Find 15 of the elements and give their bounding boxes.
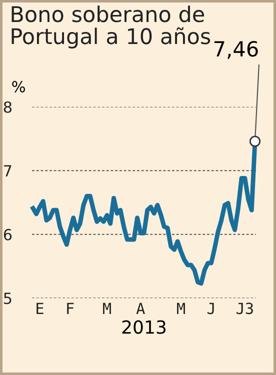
chart-title: Bono soberano de Portugal a 10 años bbox=[12, 6, 210, 48]
y-tick-label: 5 bbox=[4, 292, 12, 304]
x-tick-label: M bbox=[103, 302, 111, 314]
x-tick-label: F bbox=[67, 302, 74, 314]
x-tick-label: A bbox=[136, 302, 145, 314]
x-tick-label: J bbox=[207, 302, 214, 314]
data-label: 7,46 bbox=[214, 40, 258, 59]
y-axis-title: % bbox=[12, 80, 25, 92]
y-tick-label: 6 bbox=[4, 228, 12, 240]
y-tick-label: 8 bbox=[4, 101, 12, 113]
x-tick-label: M bbox=[177, 302, 185, 314]
y-tick-label: 7 bbox=[4, 165, 12, 176]
x-axis-title: 2013 bbox=[122, 320, 166, 334]
x-tick-label: J3 bbox=[236, 302, 253, 314]
x-tick-label: E bbox=[36, 302, 44, 314]
